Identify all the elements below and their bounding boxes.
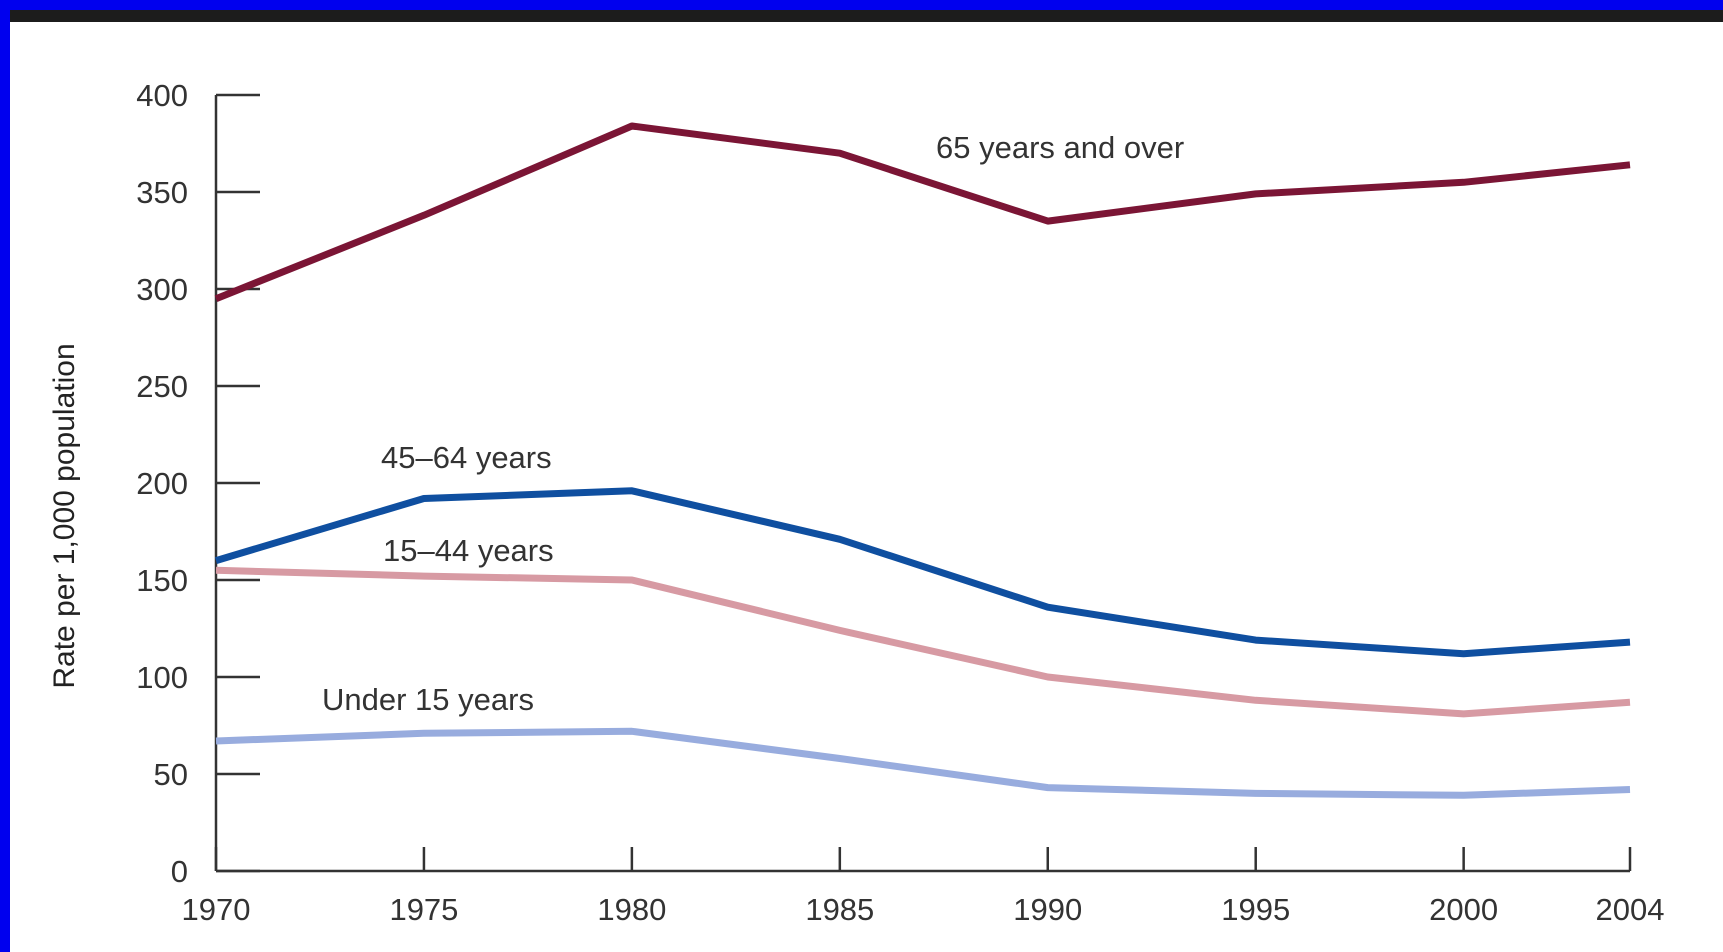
y-tick-label: 50 (154, 757, 188, 792)
x-tick-label: 2004 (1596, 892, 1665, 927)
x-tick-label: 1975 (389, 892, 458, 927)
x-tick-label: 1970 (182, 892, 251, 927)
series-line-2 (215, 566, 1631, 718)
top-rule (10, 10, 1723, 22)
axes (214, 93, 1632, 873)
y-tick-label: 150 (136, 563, 188, 598)
series-line-0 (214, 122, 1631, 302)
x-tick-label: 1985 (805, 892, 874, 927)
y-tick-label: 0 (171, 854, 188, 889)
y-tick-label: 250 (136, 369, 188, 404)
tick-labels: 0 50 100 150 200 250 300 350 400 1970 1975 1980 1985… (136, 78, 1664, 927)
x-tick-label: 1980 (597, 892, 666, 927)
y-tick-label: 400 (136, 78, 188, 113)
series-label-1: 45–64 years (381, 440, 552, 475)
series-lines (214, 122, 1631, 799)
y-tick-label: 200 (136, 466, 188, 501)
series-label-0: 65 years and over (936, 130, 1184, 165)
y-axis-title: Rate per 1,000 population (48, 343, 81, 688)
series-label-2: 15–44 years (383, 533, 554, 568)
series-label-3: Under 15 years (322, 682, 534, 717)
x-tick-label: 1990 (1013, 892, 1082, 927)
y-tick-label: 350 (136, 175, 188, 210)
series-line-1 (214, 487, 1631, 658)
x-tick-label: 1995 (1221, 892, 1290, 927)
series-labels: 65 years and over 45–64 years 15–44 years U… (322, 130, 1184, 717)
x-tick-label: 2000 (1429, 892, 1498, 927)
y-tick-label: 100 (136, 660, 188, 695)
series-line-3 (215, 727, 1631, 799)
y-tick-label: 300 (136, 272, 188, 307)
